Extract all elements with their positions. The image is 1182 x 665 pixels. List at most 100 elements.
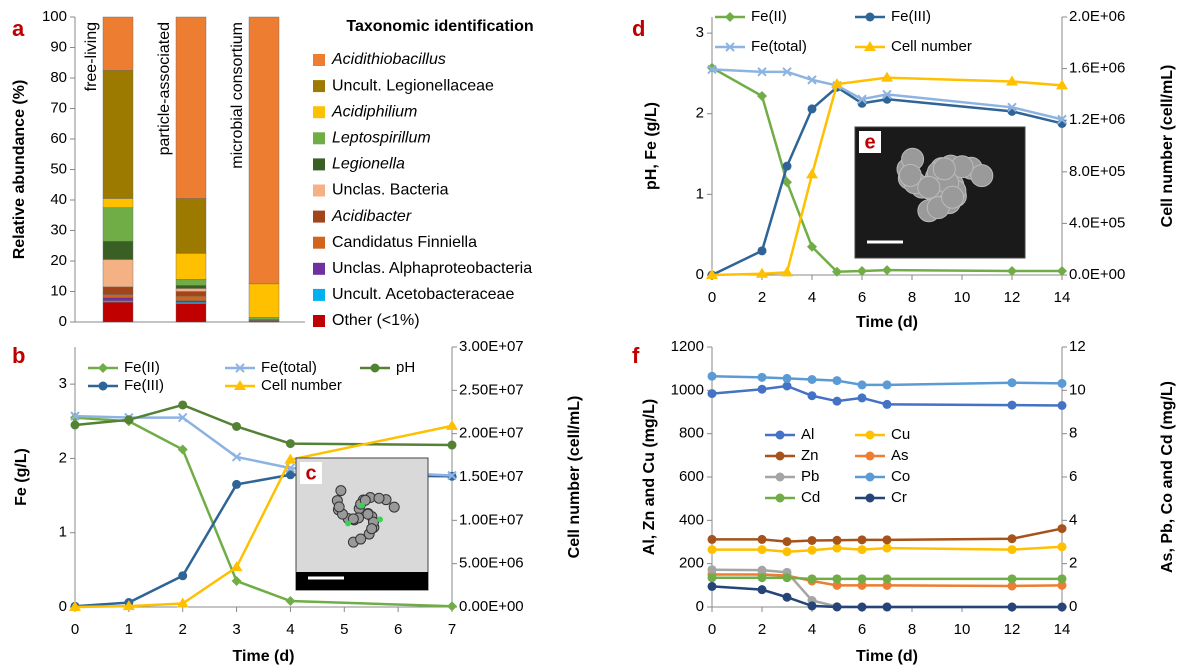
- marker: [370, 363, 380, 373]
- y2-tick-label: 6: [1069, 468, 1077, 485]
- marker: [98, 381, 108, 391]
- marker: [177, 444, 188, 455]
- y-tick-label: 0: [696, 598, 704, 615]
- marker: [1007, 602, 1017, 612]
- marker: [807, 375, 817, 384]
- inset-stain: [345, 520, 351, 527]
- panel-label: a: [12, 16, 25, 41]
- marker: [757, 246, 767, 256]
- marker: [775, 472, 785, 482]
- marker: [285, 439, 295, 449]
- y2-axis-title: Cell number (cell/mL): [1159, 65, 1176, 228]
- inset-band: [296, 572, 428, 590]
- y2-tick-label: 8.0E+05: [1069, 163, 1125, 180]
- y-tick-label: 3: [59, 375, 67, 392]
- x-tick-label: 0: [708, 621, 716, 638]
- marker: [775, 493, 785, 503]
- marker: [782, 373, 792, 383]
- y2-tick-label: 12: [1069, 338, 1086, 355]
- marker: [1007, 265, 1017, 276]
- bar-segment: [175, 16, 207, 199]
- legend-label: Fe(II): [751, 8, 787, 25]
- bar-segment: [102, 300, 134, 303]
- marker: [882, 89, 892, 100]
- y-axis-title: Al, Zn and Cu (mg/L): [641, 399, 658, 555]
- y2-tick-label: 5.00E+06: [459, 555, 524, 572]
- series-line: [711, 76, 1063, 277]
- bar-segment: [175, 303, 207, 323]
- y-axis-title: pH, Fe (g/L): [643, 102, 660, 190]
- marker: [725, 12, 735, 22]
- marker: [832, 602, 842, 612]
- x-axis-title: Time (d): [856, 314, 918, 331]
- marker: [707, 545, 717, 555]
- legend-swatch: [313, 315, 325, 327]
- y-tick-label: 0: [59, 598, 67, 615]
- marker: [1007, 574, 1017, 584]
- marker: [782, 573, 792, 583]
- marker: [807, 535, 817, 545]
- inset-particle: [366, 523, 378, 535]
- marker: [69, 601, 81, 611]
- bar-segment: [175, 300, 207, 303]
- inset-particle: [388, 501, 400, 513]
- bar-segment: [248, 317, 280, 320]
- marker: [1007, 400, 1017, 410]
- legend-label: As: [891, 447, 909, 464]
- y-tick-label: 200: [679, 555, 704, 572]
- y-tick-label: 90: [50, 38, 67, 55]
- marker: [757, 534, 767, 544]
- marker: [178, 400, 188, 410]
- bar-segment: [175, 295, 207, 301]
- marker: [807, 545, 817, 555]
- category-label: particle-associated: [156, 22, 173, 155]
- y-tick-label: 0: [696, 266, 704, 283]
- legend-label: Cd: [801, 489, 820, 506]
- marker: [857, 535, 867, 545]
- marker: [98, 363, 108, 373]
- bar-segment: [175, 279, 207, 286]
- marker: [1007, 545, 1017, 555]
- legend-label: Candidatus Finniella: [332, 234, 477, 251]
- marker: [857, 94, 867, 104]
- legend-label: Cu: [891, 426, 910, 443]
- marker: [757, 67, 767, 77]
- bar-segment: [102, 301, 134, 323]
- y2-tick-label: 0: [1069, 598, 1077, 615]
- y2-tick-label: 4: [1069, 511, 1077, 528]
- x-tick-label: 2: [179, 621, 187, 638]
- marker: [284, 453, 297, 464]
- marker: [865, 472, 875, 482]
- legend-label: Fe(III): [124, 377, 164, 394]
- x-tick-label: 1: [125, 621, 133, 638]
- marker: [1057, 401, 1067, 410]
- marker: [757, 91, 767, 102]
- bar-segment: [248, 283, 280, 318]
- category-label: free-living: [83, 22, 100, 91]
- marker: [865, 12, 875, 22]
- marker: [447, 601, 457, 612]
- inset-particle: [355, 533, 367, 545]
- x-axis-title: Time (d): [856, 648, 918, 665]
- marker: [882, 580, 892, 590]
- legend-label: Fe(III): [891, 8, 931, 25]
- marker: [882, 543, 892, 553]
- marker: [882, 399, 892, 409]
- marker: [122, 600, 135, 611]
- marker: [707, 581, 717, 591]
- marker: [70, 420, 80, 430]
- y2-axis-title: As, Pb, Co and Cd (mg/L): [1159, 381, 1176, 573]
- marker: [706, 269, 718, 279]
- x-tick-label: 3: [232, 621, 240, 638]
- x-axis-title: Time (d): [233, 648, 295, 665]
- y-tick-label: 1000: [671, 381, 704, 398]
- marker: [832, 266, 842, 277]
- legend-swatch: [313, 262, 325, 275]
- marker: [1057, 542, 1067, 552]
- legend-label: Fe(II): [124, 359, 160, 376]
- marker: [882, 265, 892, 276]
- legend-label: Uncult. Legionellaceae: [332, 77, 494, 94]
- marker: [124, 415, 134, 425]
- marker: [782, 161, 792, 171]
- marker: [707, 389, 717, 399]
